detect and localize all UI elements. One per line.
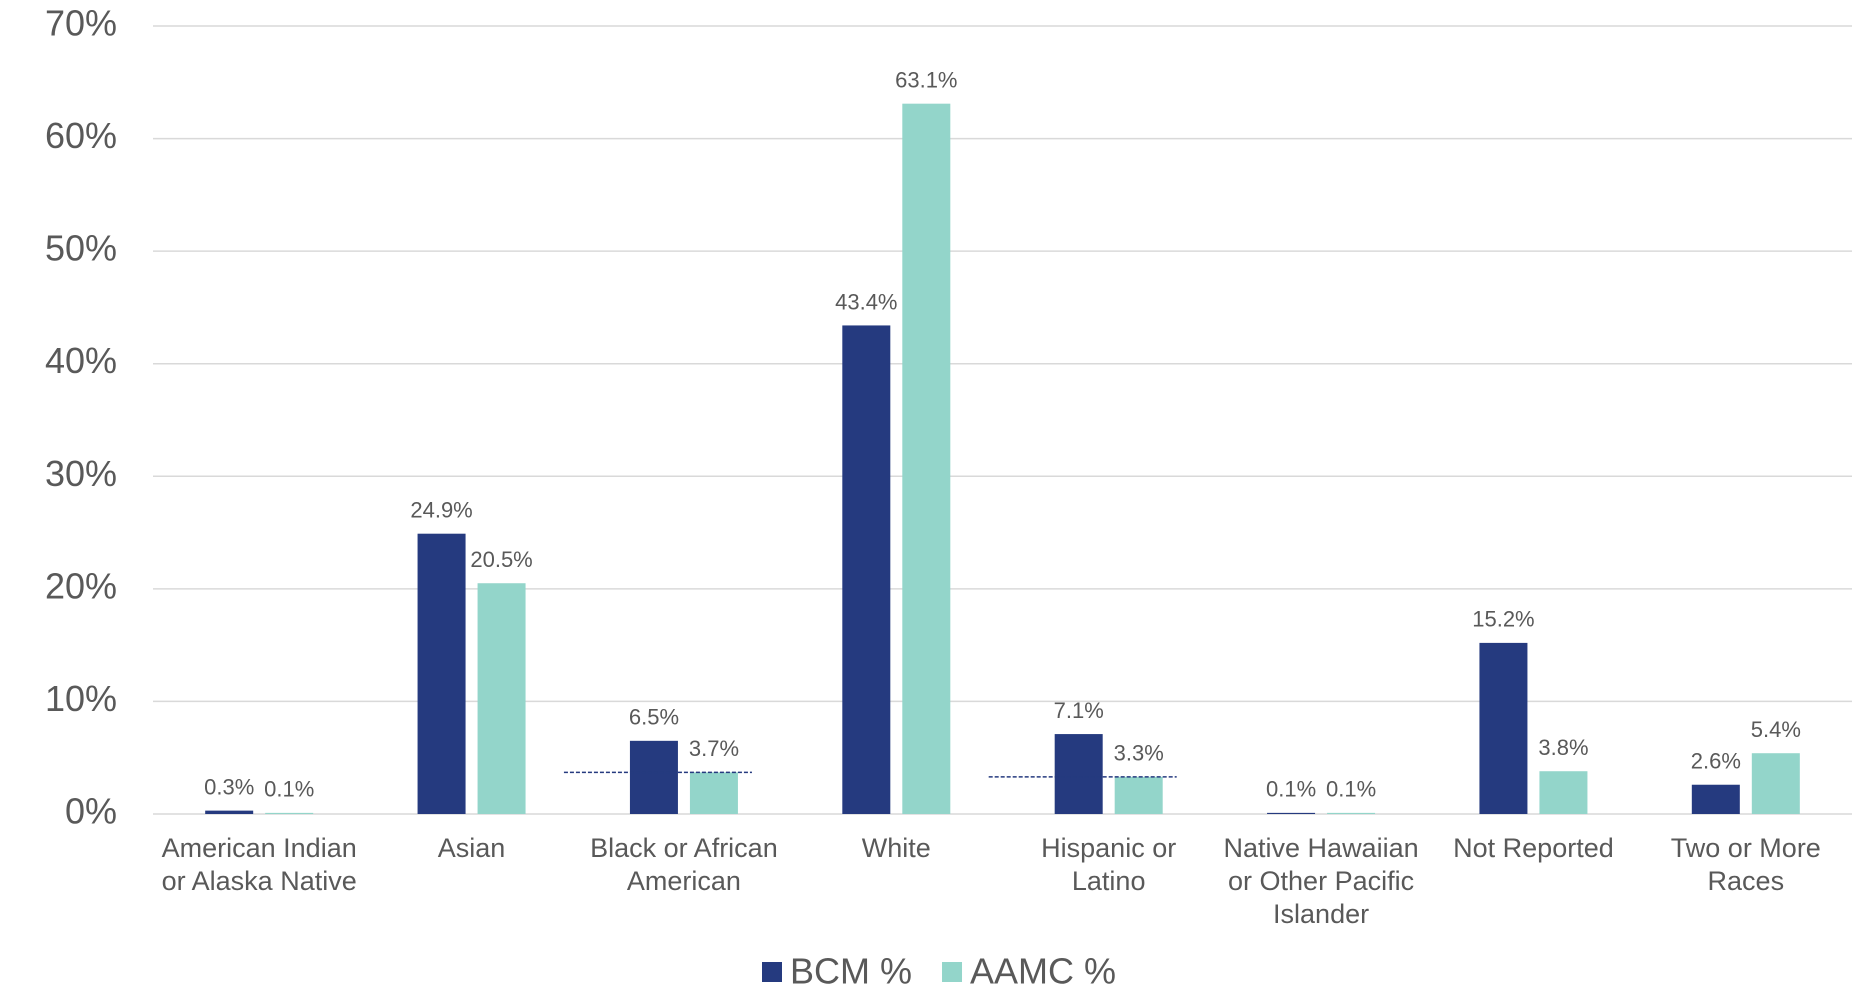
x-tick-label: Not Reported bbox=[1453, 833, 1614, 863]
x-tick-label: Hispanic or Latino bbox=[1041, 833, 1177, 896]
y-tick-label: 10% bbox=[45, 678, 117, 719]
value-label: 0.1% bbox=[1266, 777, 1316, 802]
bar bbox=[1114, 776, 1163, 814]
bar bbox=[205, 810, 254, 814]
value-label: 6.5% bbox=[629, 705, 679, 730]
bar bbox=[842, 325, 891, 814]
y-tick-label: 60% bbox=[45, 115, 117, 156]
value-label: 3.7% bbox=[689, 736, 739, 761]
y-tick-label: 20% bbox=[45, 565, 117, 606]
legend-swatch bbox=[942, 962, 963, 982]
bar bbox=[1327, 812, 1376, 814]
bar bbox=[689, 772, 738, 814]
value-label: 5.4% bbox=[1751, 717, 1801, 742]
bar bbox=[1691, 784, 1740, 814]
x-tick-label: American Indian or Alaska Native bbox=[161, 833, 357, 896]
bar bbox=[1539, 771, 1588, 814]
y-tick-label: 70% bbox=[45, 3, 117, 44]
x-tick-label: Native Hawaiian or Other Pacific Islande… bbox=[1223, 833, 1419, 929]
legend-swatch bbox=[762, 962, 782, 982]
value-label: 2.6% bbox=[1691, 749, 1741, 774]
value-label: 20.5% bbox=[470, 547, 532, 572]
value-label: 0.3% bbox=[204, 774, 254, 799]
x-tick-label: Two or More Races bbox=[1670, 833, 1821, 896]
bar bbox=[417, 533, 466, 814]
value-label: 3.3% bbox=[1114, 741, 1164, 766]
value-label: 7.1% bbox=[1054, 698, 1104, 723]
bar bbox=[629, 740, 678, 814]
x-tick-label: Asian bbox=[437, 833, 506, 863]
legend-label: BCM % bbox=[790, 951, 912, 986]
y-tick-label: 50% bbox=[45, 228, 117, 269]
value-label: 43.4% bbox=[835, 289, 897, 314]
value-label: 24.9% bbox=[410, 498, 472, 523]
bar bbox=[902, 103, 951, 814]
bar bbox=[1267, 812, 1316, 814]
x-tick-label: Black or African American bbox=[590, 833, 778, 896]
bar bbox=[265, 812, 314, 814]
y-tick-label: 40% bbox=[45, 340, 117, 381]
value-label: 0.1% bbox=[1326, 777, 1376, 802]
y-tick-label: 30% bbox=[45, 453, 117, 494]
value-label: 0.1% bbox=[264, 777, 314, 802]
x-tick-label: White bbox=[861, 833, 931, 863]
legend-label: AAMC % bbox=[970, 951, 1116, 986]
value-label: 63.1% bbox=[895, 67, 957, 92]
bar bbox=[1751, 753, 1800, 814]
value-label: 15.2% bbox=[1472, 607, 1534, 632]
y-tick-label: 0% bbox=[65, 791, 117, 832]
bar bbox=[1479, 642, 1528, 814]
bar bbox=[477, 583, 526, 814]
bar bbox=[1054, 734, 1103, 814]
value-label: 3.8% bbox=[1538, 735, 1588, 760]
